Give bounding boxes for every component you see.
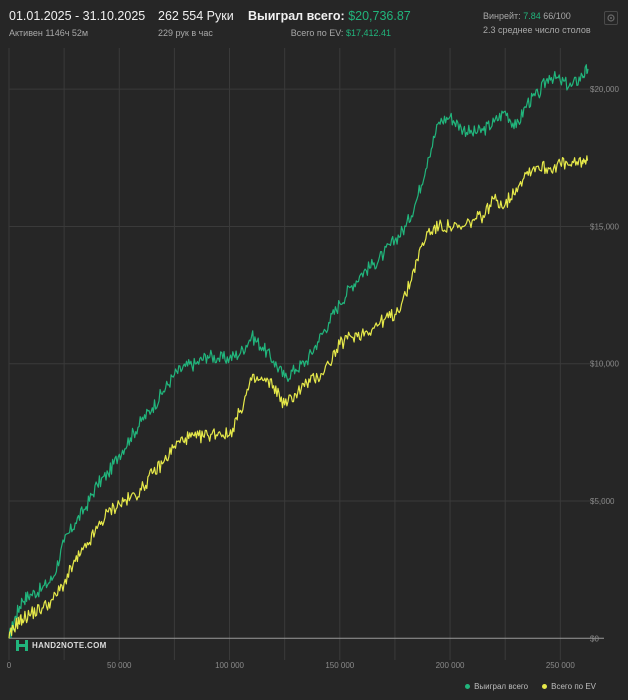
avg-tables: 2.3 среднее число столов [483,25,591,35]
legend-item-ev[interactable]: Всего по EV [542,682,596,691]
date-range: 01.01.2025 - 31.10.2025 [9,9,146,23]
hand2note-logo: HAND2NOTE.COM [16,640,107,651]
hands-block: 262 554 Руки 229 рук в час [158,9,234,38]
x-tick-label: 100 000 [215,661,244,670]
x-tick-label: 0 [7,661,12,670]
won-total: Выиграл всего: $20,736.87 [248,9,411,23]
ev-value: $17,412.41 [345,28,391,38]
winrate-label: Винрейт: [483,11,521,21]
y-axis-ticks: $0 $5,000 $10,000 $15,000 $20,000 [590,85,619,643]
y-tick-label: $10,000 [590,360,619,369]
profit-chart: 0 50 000 100 000 150 000 200 000 250 000 $0 $5… [7,48,619,670]
ev-label: Всего по EV: [290,28,344,38]
x-tick-label: 50 000 [107,661,132,670]
settings-button[interactable] [604,11,618,25]
grid [8,48,604,660]
stats-header: 01.01.2025 - 31.10.2025 Активен 1146ч 52… [0,0,628,44]
hands-count: 262 554 Руки [158,9,234,23]
winrate-value: 7.84 [523,11,541,21]
active-time: Активен 1146ч 52м [9,28,89,38]
won-block: Выиграл всего: $20,736.87 Всего по EV: $… [248,9,411,38]
series-line-won [8,64,589,639]
ev-total: Всего по EV: $17,412.41 [248,28,391,38]
won-label: Выиграл всего: [248,9,345,23]
y-tick-label: $0 [590,634,599,643]
winrate-block: Винрейт: 7.84 66/100 2.3 среднее число с… [483,11,591,35]
x-tick-label: 150 000 [325,661,354,670]
date-block: 01.01.2025 - 31.10.2025 Активен 1146ч 52… [9,9,145,38]
legend-label-won: Выиграл всего [474,682,529,691]
x-axis-ticks: 0 50 000 100 000 150 000 200 000 250 000 [7,661,576,670]
gear-icon [607,14,615,22]
series-lines [8,64,589,639]
y-tick-label: $20,000 [590,85,619,94]
legend-item-won[interactable]: Выиграл всего [465,682,528,691]
x-tick-label: 200 000 [436,661,465,670]
y-tick-label: $15,000 [590,222,619,231]
x-tick-label: 250 000 [546,661,575,670]
chart-legend: Выиграл всего Всего по EV [451,682,596,691]
winrate-unit: 66/100 [543,11,571,21]
winrate: Винрейт: 7.84 66/100 [483,11,591,21]
legend-dot-ev [542,684,548,689]
legend-label-ev: Всего по EV [551,682,596,691]
y-tick-label: $5,000 [590,497,615,506]
won-value: $20,736.87 [348,9,411,23]
hands-per-hour: 229 рук в час [158,28,213,38]
series-line-ev [8,155,589,639]
logo-text: HAND2NOTE.COM [32,641,107,650]
legend-dot-won [465,684,471,689]
logo-icon [16,640,28,651]
